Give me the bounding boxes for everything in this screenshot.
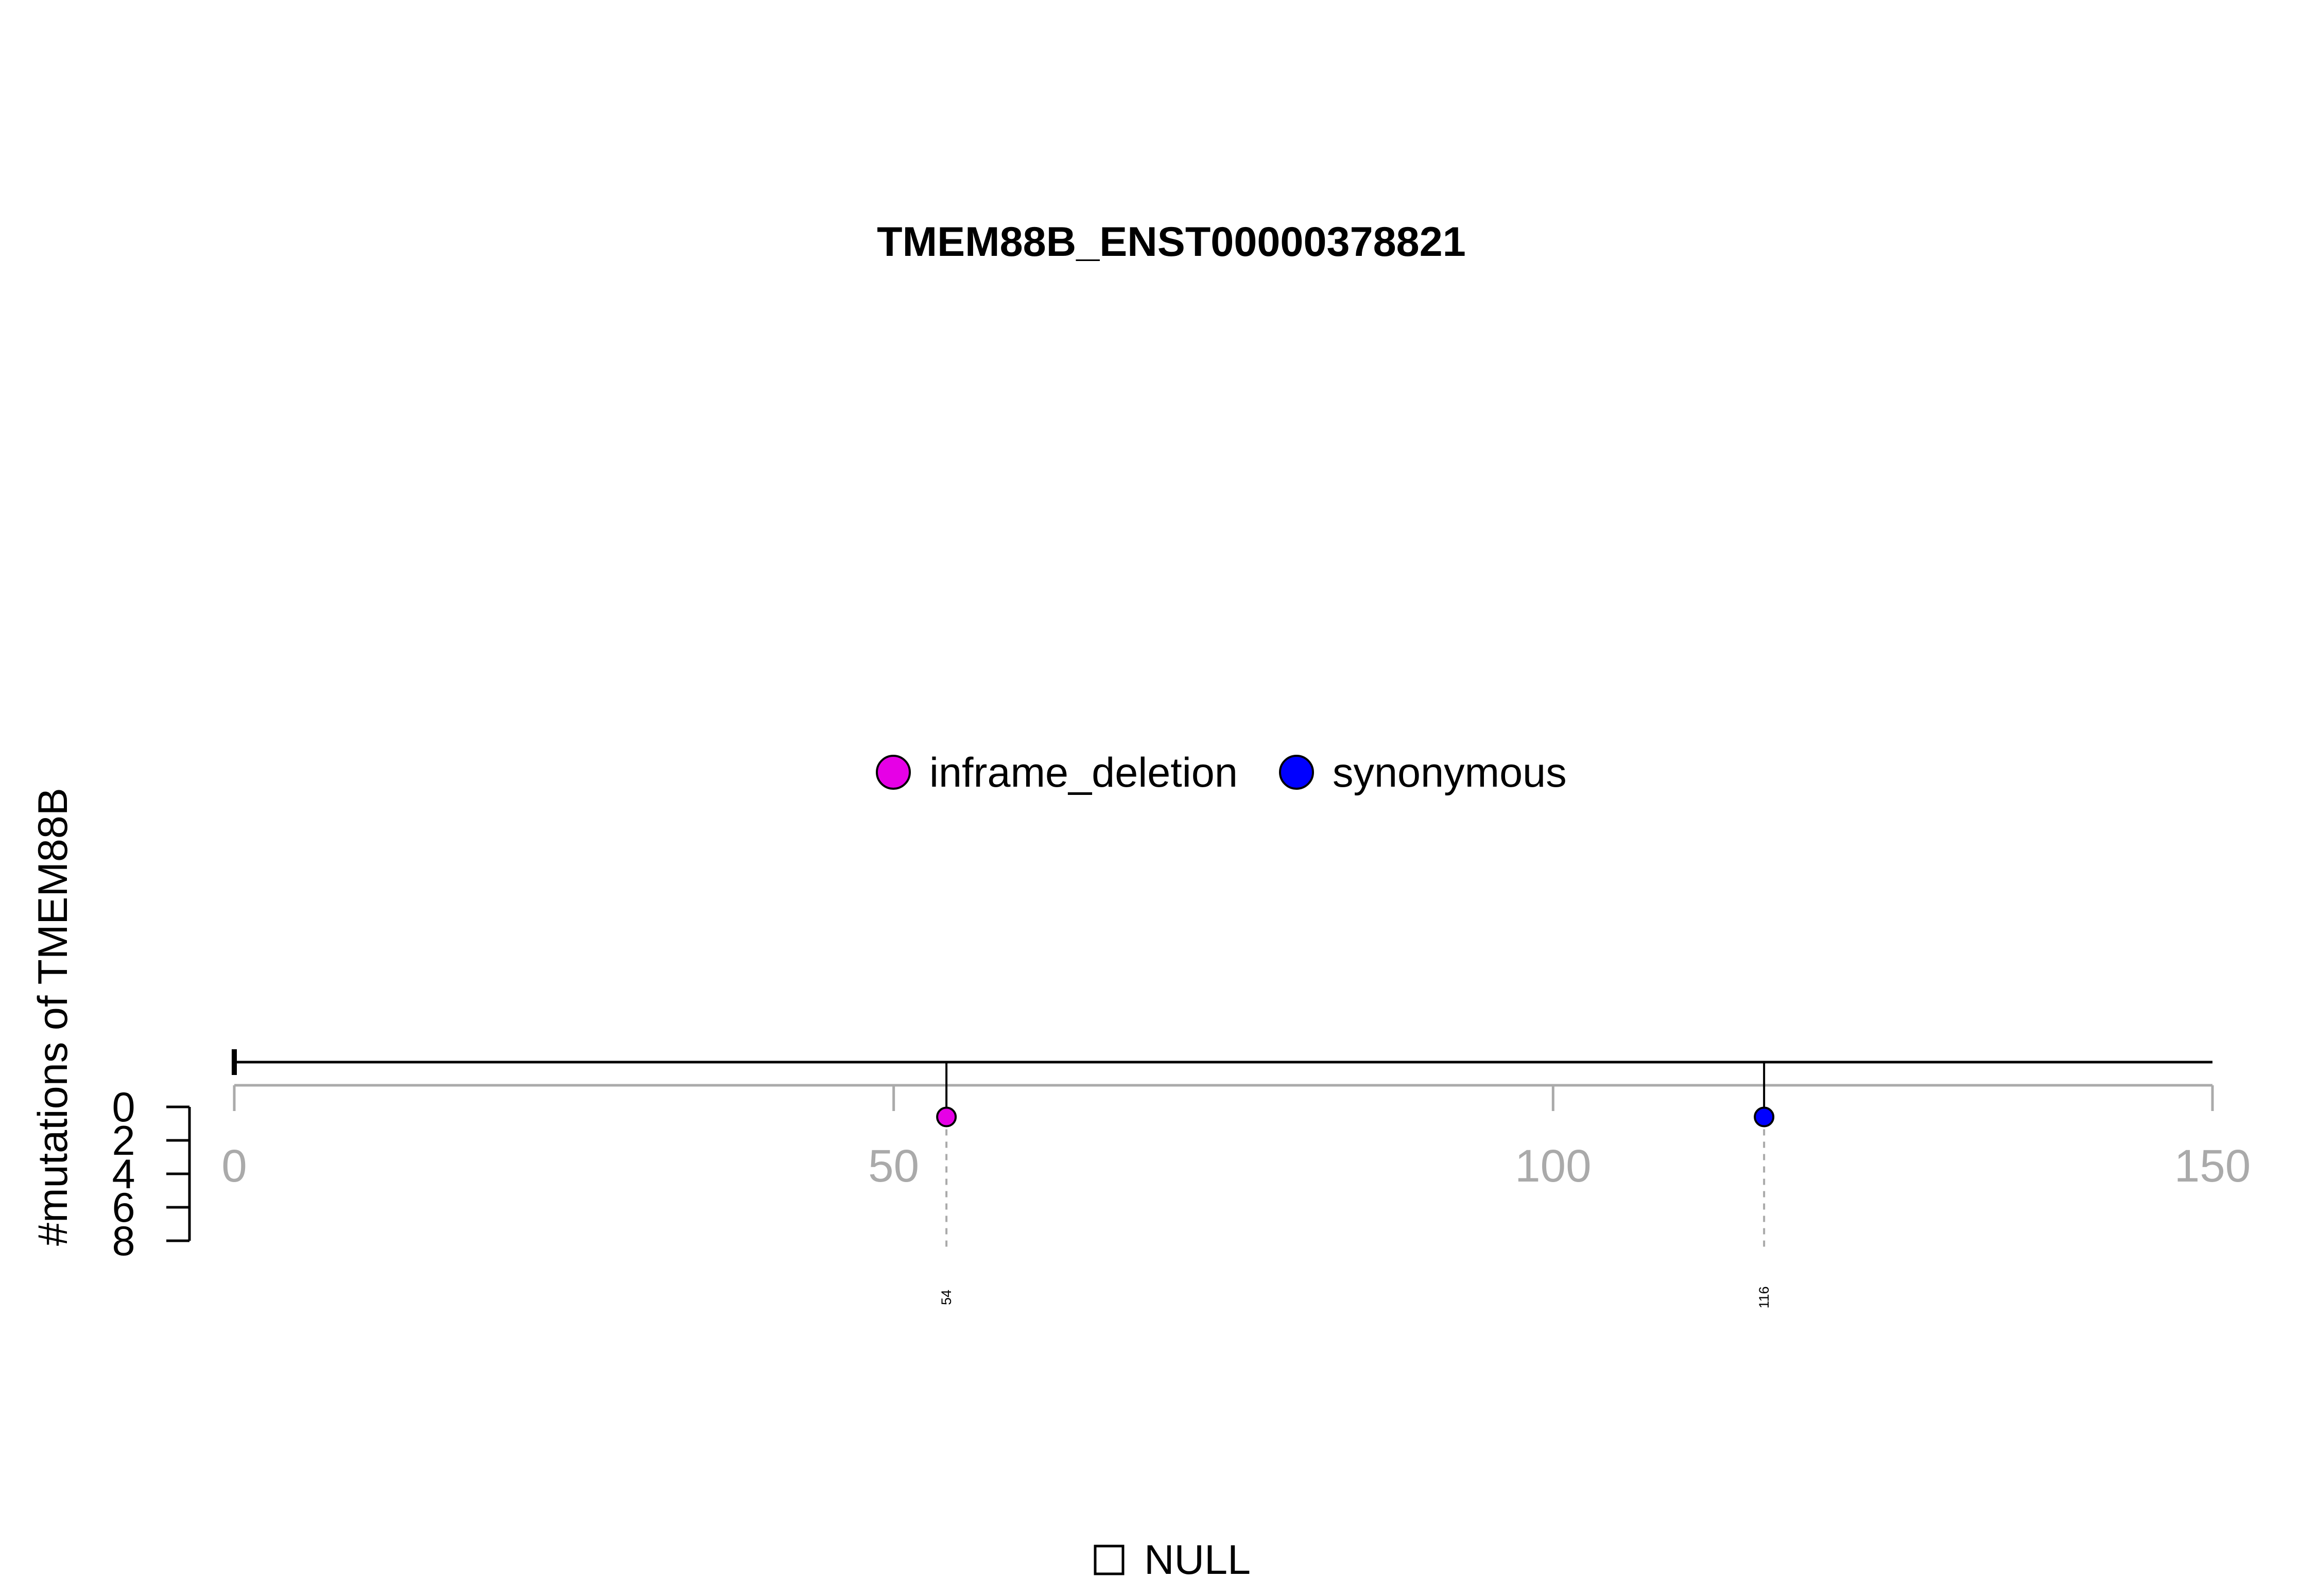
- x-axis: 0 50 100 150: [221, 1084, 2251, 1191]
- domain-legend-swatch: [1094, 1545, 1125, 1575]
- domain-legend: NULL: [1094, 1537, 1251, 1583]
- chart-title: TMEM88B_ENST00000378821: [877, 219, 1466, 265]
- legend-swatch: [1279, 755, 1314, 790]
- legend-label: inframe_deletion: [929, 750, 1238, 796]
- x-tick-label: 0: [221, 1140, 247, 1191]
- protein-backbone: [232, 1049, 2212, 1075]
- legend-label: synonymous: [1333, 750, 1567, 796]
- mutation-position-label: 54: [939, 1290, 954, 1305]
- domain-legend-label: NULL: [1144, 1537, 1251, 1583]
- x-tick-label: 150: [2174, 1140, 2251, 1191]
- x-tick-label: 50: [868, 1140, 919, 1191]
- mutation-marks: 54 116: [936, 1062, 1775, 1309]
- y-tick-label: 8: [112, 1218, 135, 1264]
- legend-swatch: [876, 755, 911, 790]
- mutation-point: [1754, 1106, 1775, 1127]
- mutation-point: [936, 1106, 957, 1127]
- mutation-position-label: 116: [1756, 1286, 1772, 1308]
- y-tick-label: 2: [112, 1118, 135, 1164]
- y-axis-label: #mutations of TMEM88B: [30, 788, 76, 1246]
- y-tick-label: 4: [112, 1151, 135, 1198]
- y-tick-label: 6: [112, 1185, 135, 1231]
- x-tick-label: 100: [1515, 1140, 1592, 1191]
- mutation-legend: inframe_deletion synonymous: [876, 750, 1567, 796]
- y-tick-label: 0: [112, 1084, 135, 1131]
